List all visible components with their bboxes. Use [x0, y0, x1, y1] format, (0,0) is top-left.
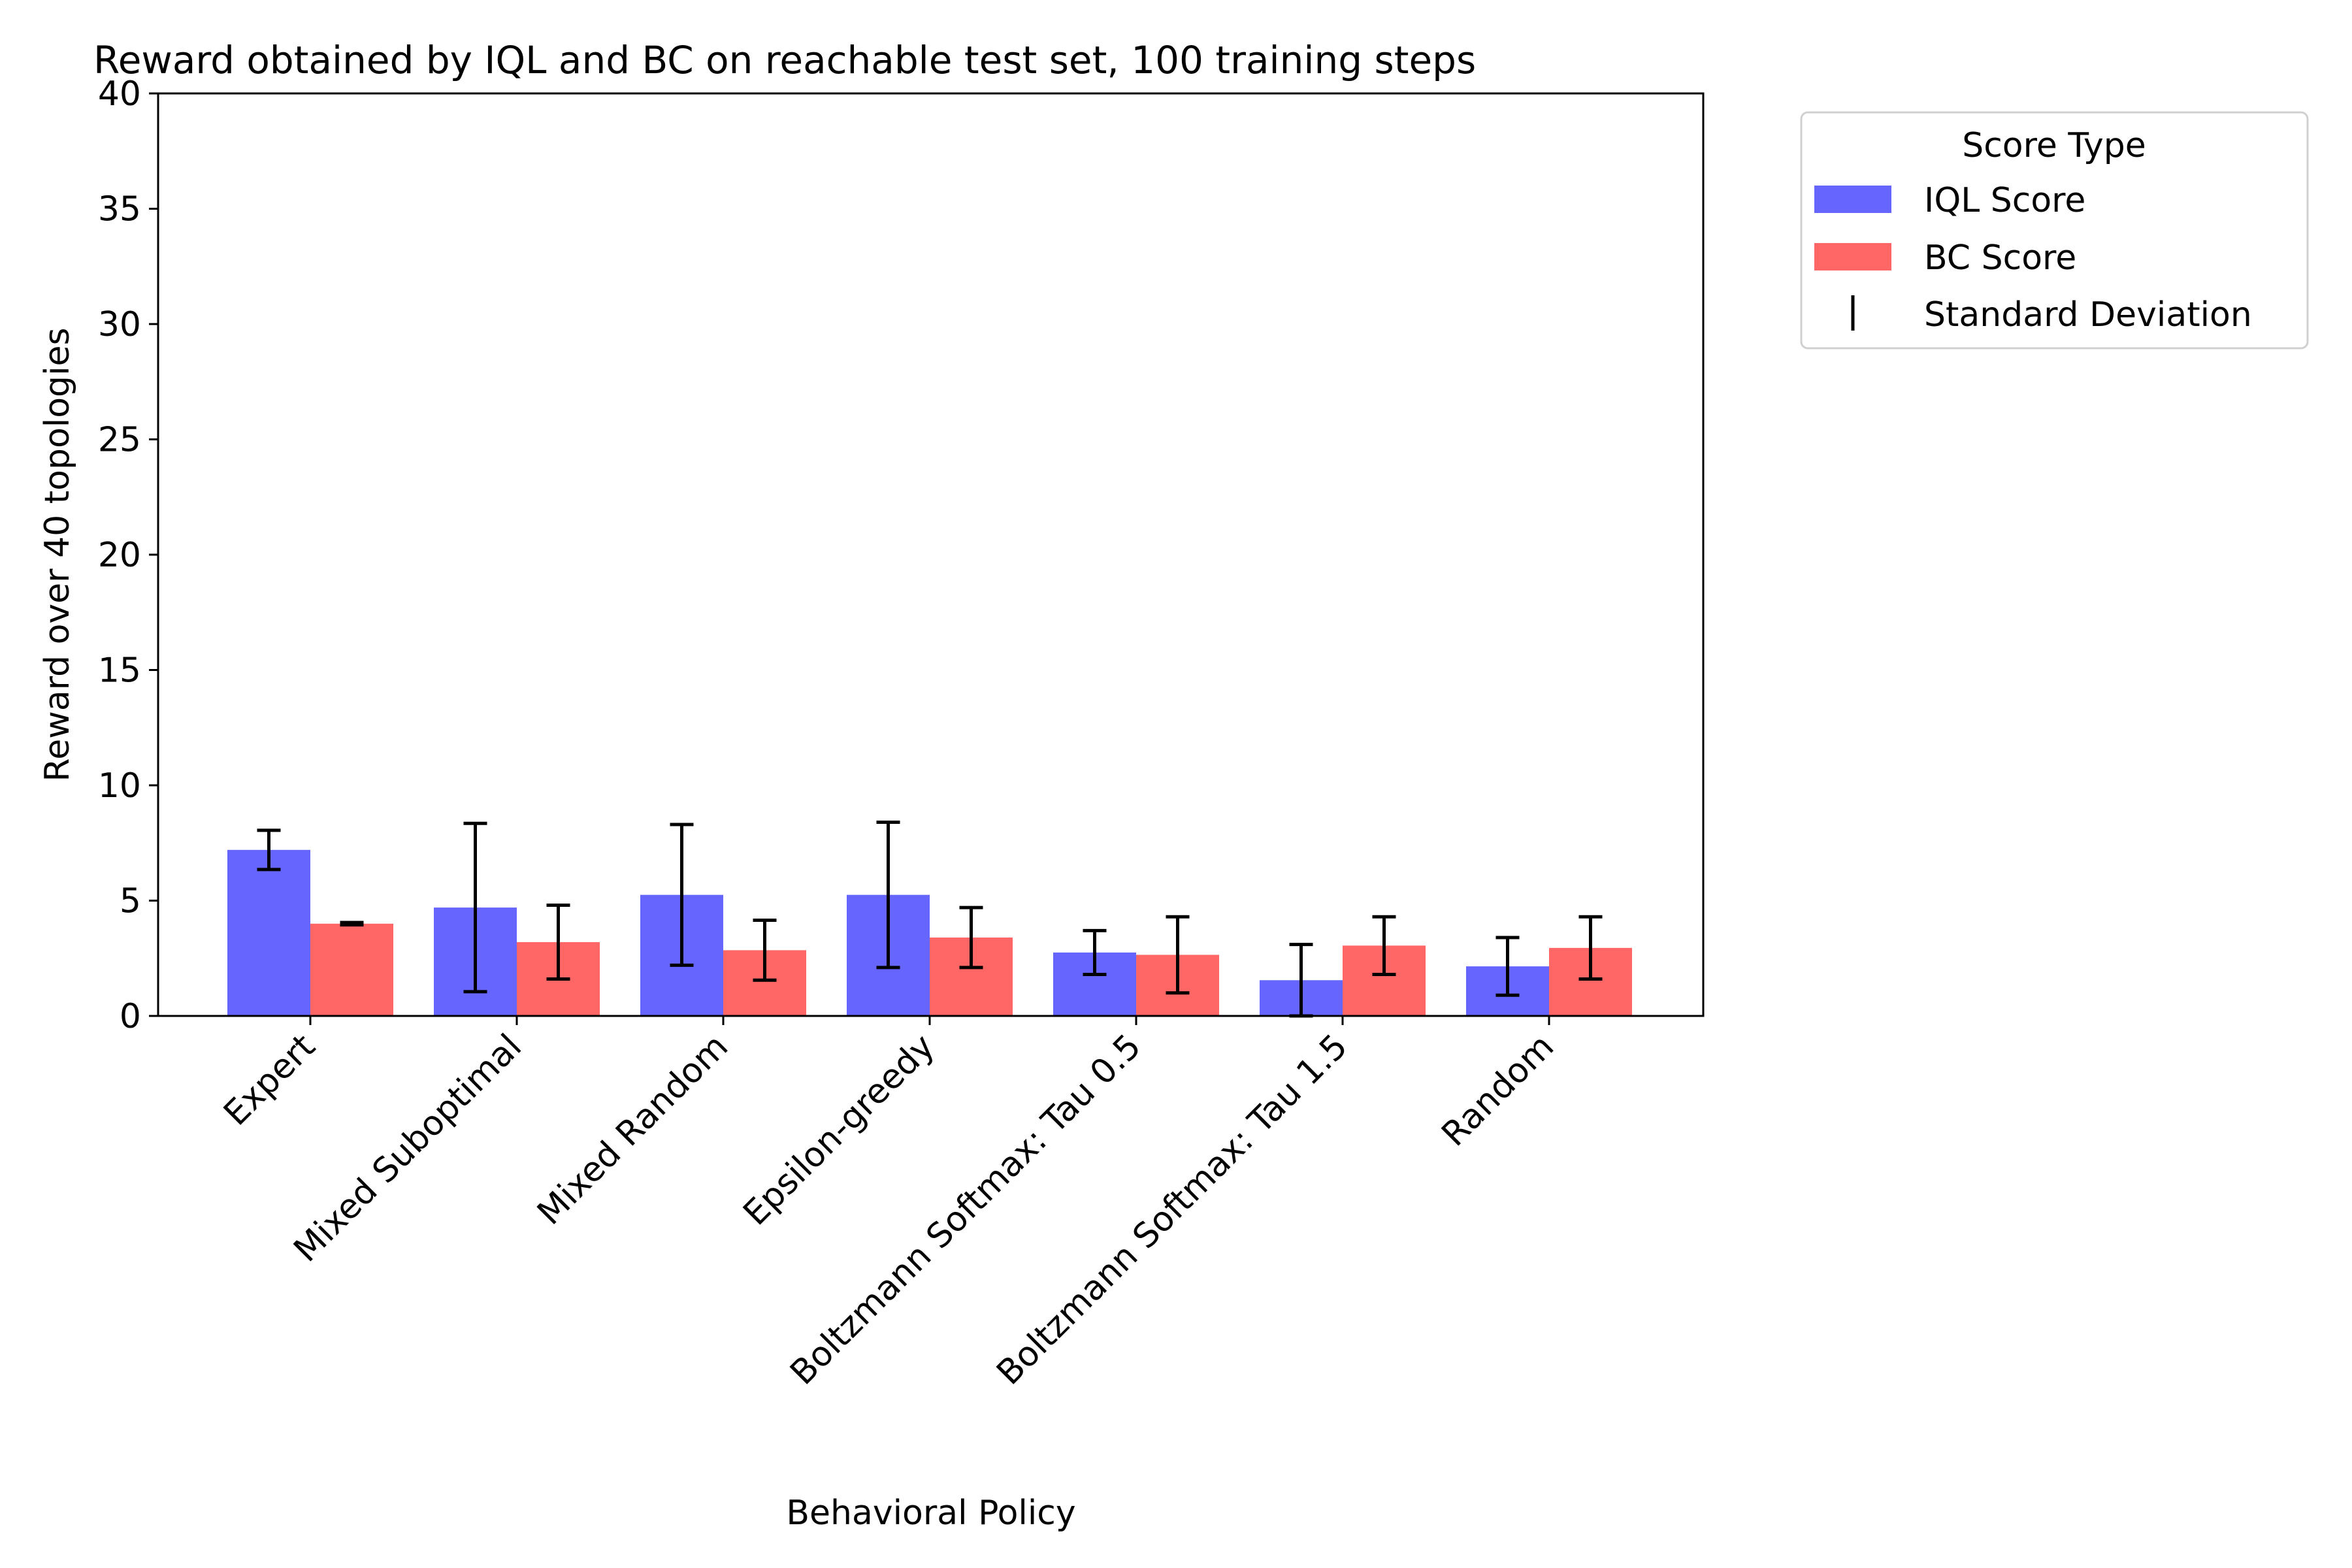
error-bar — [1083, 928, 1107, 976]
y-axis-label: Reward over 40 topologies — [38, 327, 77, 781]
chart-title: Reward obtained by IQL and BC on reachab… — [93, 38, 1476, 82]
error-bar — [463, 821, 487, 994]
y-tick-label: 20 — [98, 536, 141, 575]
y-tick-label: 5 — [120, 882, 141, 921]
y-tick-label: 10 — [98, 766, 141, 806]
error-bar — [876, 820, 900, 970]
x-tick-label: Random — [1435, 1027, 1562, 1154]
x-tick-label: Boltzmann Softmax: Tau 0.5 — [783, 1027, 1149, 1393]
bar-bc — [310, 923, 393, 1016]
legend-label-bc: BC Score — [1924, 238, 2076, 278]
x-tick-label: Mixed Suboptimal — [287, 1027, 530, 1270]
error-bar — [1372, 915, 1396, 976]
plot-frame — [157, 92, 1705, 1017]
bars-layer — [227, 849, 1632, 1016]
error-bar — [753, 919, 777, 982]
legend-label-iql: IQL Score — [1924, 181, 2085, 220]
y-tick-label: 35 — [98, 190, 141, 229]
legend-swatch-iql — [1814, 186, 1891, 213]
y-tick-label: 15 — [98, 651, 141, 691]
y-tick-label: 30 — [98, 305, 141, 344]
y-tick-label: 0 — [120, 997, 141, 1036]
error-bar — [257, 828, 281, 872]
x-axis-label: Behavioral Policy — [786, 1494, 1075, 1533]
legend-title: Score Type — [1962, 126, 2146, 165]
bar-iql — [227, 849, 310, 1016]
x-tick-label: Boltzmann Softmax: Tau 1.5 — [989, 1027, 1355, 1393]
x-tick-label: Mixed Random — [530, 1027, 736, 1233]
error-bar — [340, 921, 364, 927]
error-bar — [1166, 915, 1190, 995]
error-bar — [1495, 936, 1520, 997]
legend-swatch-bc — [1814, 243, 1891, 270]
x-tick-label: Epsilon-greedy — [736, 1027, 943, 1233]
legend-label-std: Standard Deviation — [1924, 295, 2252, 335]
legend: Score Type IQL Score BC Score Standard D… — [1800, 111, 2309, 350]
error-bar — [959, 906, 983, 970]
y-tick-label: 25 — [98, 421, 141, 460]
y-axis: 0 5 10 15 20 25 30 35 40 — [98, 74, 158, 1036]
error-bar — [670, 823, 694, 967]
errorbars-layer — [257, 820, 1603, 1018]
legend-box — [1800, 111, 2309, 350]
error-bar — [546, 904, 570, 981]
error-bar — [1578, 915, 1603, 981]
x-tick-label: Expert — [216, 1027, 323, 1134]
y-tick-label: 40 — [98, 74, 141, 114]
